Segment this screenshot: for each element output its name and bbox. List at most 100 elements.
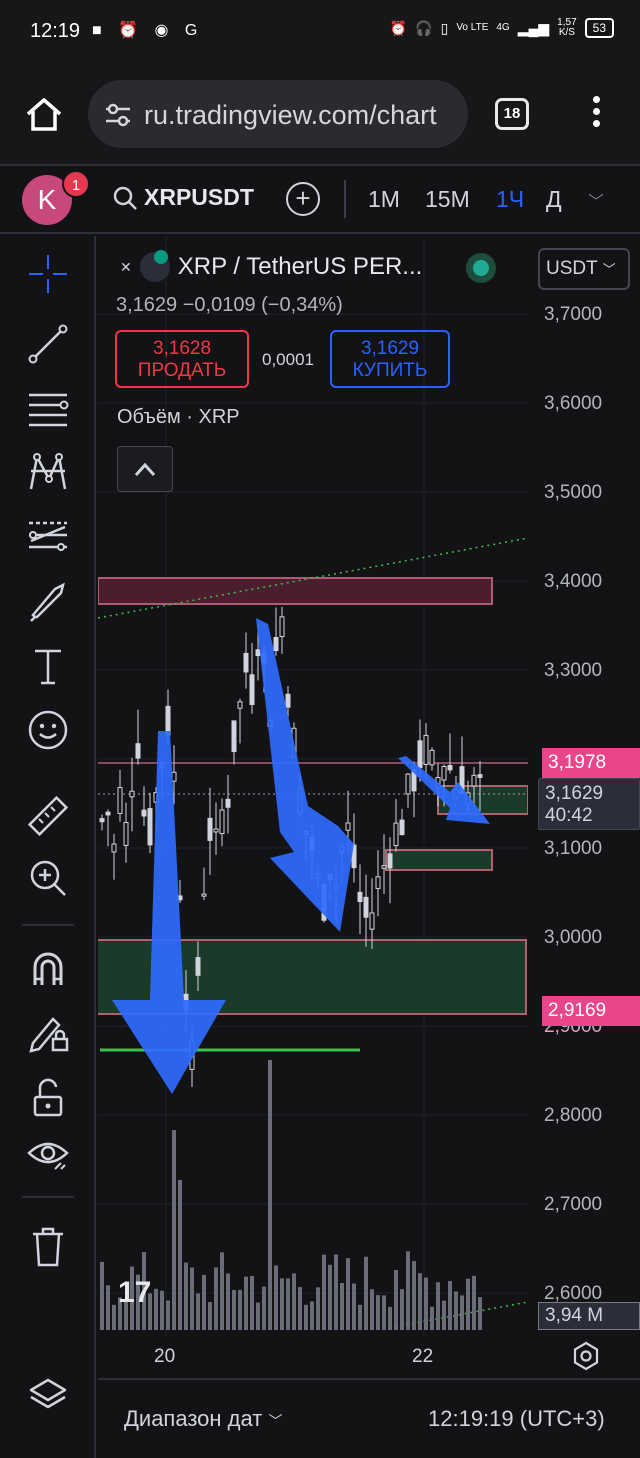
volume-bar: [400, 1289, 404, 1330]
brush-icon[interactable]: [20, 574, 76, 630]
candle-body: [363, 896, 369, 918]
timeframe-1m[interactable]: 1M: [368, 186, 400, 212]
tradingview-logo: 17: [118, 1276, 151, 1309]
lock-drawings-icon[interactable]: [20, 1004, 76, 1060]
buy-price: 3,1629: [360, 338, 420, 359]
home-icon[interactable]: [24, 96, 64, 132]
date-range-button[interactable]: Диапазон дат ﹀: [124, 1406, 283, 1431]
sell-button[interactable]: 3,1628 ПРОДАТЬ: [115, 330, 249, 388]
alarm-icon: ⏰: [389, 19, 408, 36]
bar-countdown: 40:42: [545, 805, 593, 826]
volume-bar: [262, 1286, 266, 1330]
candle-body: [135, 743, 141, 759]
gear-icon[interactable]: [570, 1340, 602, 1372]
close-icon[interactable]: ✕: [120, 258, 132, 275]
volume-bar: [388, 1306, 392, 1330]
timeframe-day[interactable]: Д: [546, 186, 562, 212]
volume-bar: [424, 1277, 428, 1330]
candle-body: [165, 705, 171, 736]
crosshair-icon[interactable]: [20, 246, 76, 302]
trend-line-icon[interactable]: [20, 316, 76, 372]
candle-body: [243, 652, 249, 673]
chevron-down-icon[interactable]: ﹀: [588, 194, 605, 211]
candle-body: [141, 809, 147, 817]
compare-add-button[interactable]: +: [286, 182, 320, 216]
toolbar-divider: [22, 924, 74, 926]
price-tag-lower[interactable]: 2,9169: [542, 996, 640, 1026]
collapse-legend-button[interactable]: [117, 446, 173, 492]
candle-body: [195, 957, 201, 976]
magnet-icon[interactable]: [20, 940, 76, 996]
volume-bar: [202, 1274, 206, 1330]
volume-bar: [220, 1252, 224, 1330]
timeframe-15m[interactable]: 15M: [425, 186, 470, 212]
visibility-icon[interactable]: [20, 1126, 76, 1182]
volume-bar: [304, 1304, 308, 1330]
volume-bar: [346, 1258, 350, 1330]
fib-levels-icon[interactable]: [20, 382, 76, 438]
price-chart[interactable]: 17: [98, 236, 528, 1336]
chart-pane[interactable]: 17: [98, 236, 528, 1336]
candle-body: [285, 693, 291, 708]
volume-bar: [376, 1295, 380, 1330]
volume-bar: [328, 1264, 332, 1330]
currency-selector[interactable]: USDT ﹀: [538, 248, 630, 290]
volume-bar: [208, 1302, 212, 1330]
volume-bar: [352, 1283, 356, 1330]
candle-body: [117, 787, 123, 814]
symbol-search-button[interactable]: XRPUSDT: [112, 184, 254, 211]
candle-body: [273, 636, 279, 652]
volume-bar: [478, 1297, 482, 1330]
tab-switcher-button[interactable]: 18: [495, 98, 529, 130]
volume-bar: [232, 1289, 236, 1330]
url-text: ru.tradingview.com/chart: [144, 100, 437, 130]
candle-body: [471, 774, 477, 787]
volume-bar: [118, 1297, 122, 1330]
market-open-indicator: [466, 253, 496, 283]
address-bar[interactable]: ru.tradingview.com/chart: [88, 80, 468, 148]
notification-icons: ■ ⏰ ◉ G: [92, 22, 204, 39]
volume-bar: [364, 1256, 368, 1330]
volume-bar: [244, 1276, 248, 1330]
timezone-clock[interactable]: 12:19:19 (UTC+3): [428, 1406, 605, 1431]
emoji-icon[interactable]: [20, 702, 76, 758]
volume-bar: [250, 1275, 254, 1330]
lock-icon[interactable]: [20, 1070, 76, 1126]
volume-bar: [340, 1283, 344, 1330]
price-tag-upper[interactable]: 3,1978: [542, 748, 640, 778]
candle-body: [171, 771, 177, 782]
forecast-icon[interactable]: [20, 508, 76, 564]
browser-menu-icon[interactable]: [586, 96, 606, 132]
timeframe-1h[interactable]: 1Ч: [496, 186, 525, 212]
candle-body: [345, 822, 351, 831]
layers-icon[interactable]: [28, 1376, 68, 1416]
volume-bar: [418, 1273, 422, 1330]
candle-body: [447, 765, 453, 771]
volume-bar: [100, 1261, 104, 1330]
zoom-in-icon[interactable]: [20, 850, 76, 906]
site-settings-icon[interactable]: [104, 102, 132, 128]
candle-body: [423, 734, 429, 765]
volume-bar: [178, 1180, 182, 1330]
price-scale[interactable]: USDT ﹀ 3,7000 3,6000 3,5000 3,4000 3,300…: [528, 236, 640, 1336]
scale-label: 3,4000: [544, 571, 603, 592]
trash-icon[interactable]: [20, 1218, 76, 1274]
search-icon: [113, 186, 137, 210]
status-bar: 12:19 ■ ⏰ ◉ G ⏰ 🎧 ▯ Vo LTE 4G ▂▄▆ 1,57 K/…: [0, 0, 640, 64]
volume-bar: [166, 1300, 170, 1330]
volume-bar: [448, 1281, 452, 1330]
candle-body: [207, 817, 213, 841]
time-axis[interactable]: 20 22: [98, 1336, 640, 1378]
volume-bar: [112, 1304, 116, 1330]
volume-bar: [370, 1289, 374, 1330]
symbol-legend[interactable]: ✕ XRP / TetherUS PER...: [120, 250, 422, 282]
candle-body: [399, 819, 405, 836]
buy-button[interactable]: 3,1629 КУПИТЬ: [330, 330, 450, 388]
pattern-icon[interactable]: [20, 444, 76, 500]
ruler-icon[interactable]: [20, 788, 76, 844]
candle-body: [369, 912, 375, 930]
candle-body: [249, 674, 255, 705]
text-icon[interactable]: [20, 638, 76, 694]
chevron-down-icon: ﹀: [268, 1413, 283, 1429]
candle-body: [99, 818, 105, 823]
